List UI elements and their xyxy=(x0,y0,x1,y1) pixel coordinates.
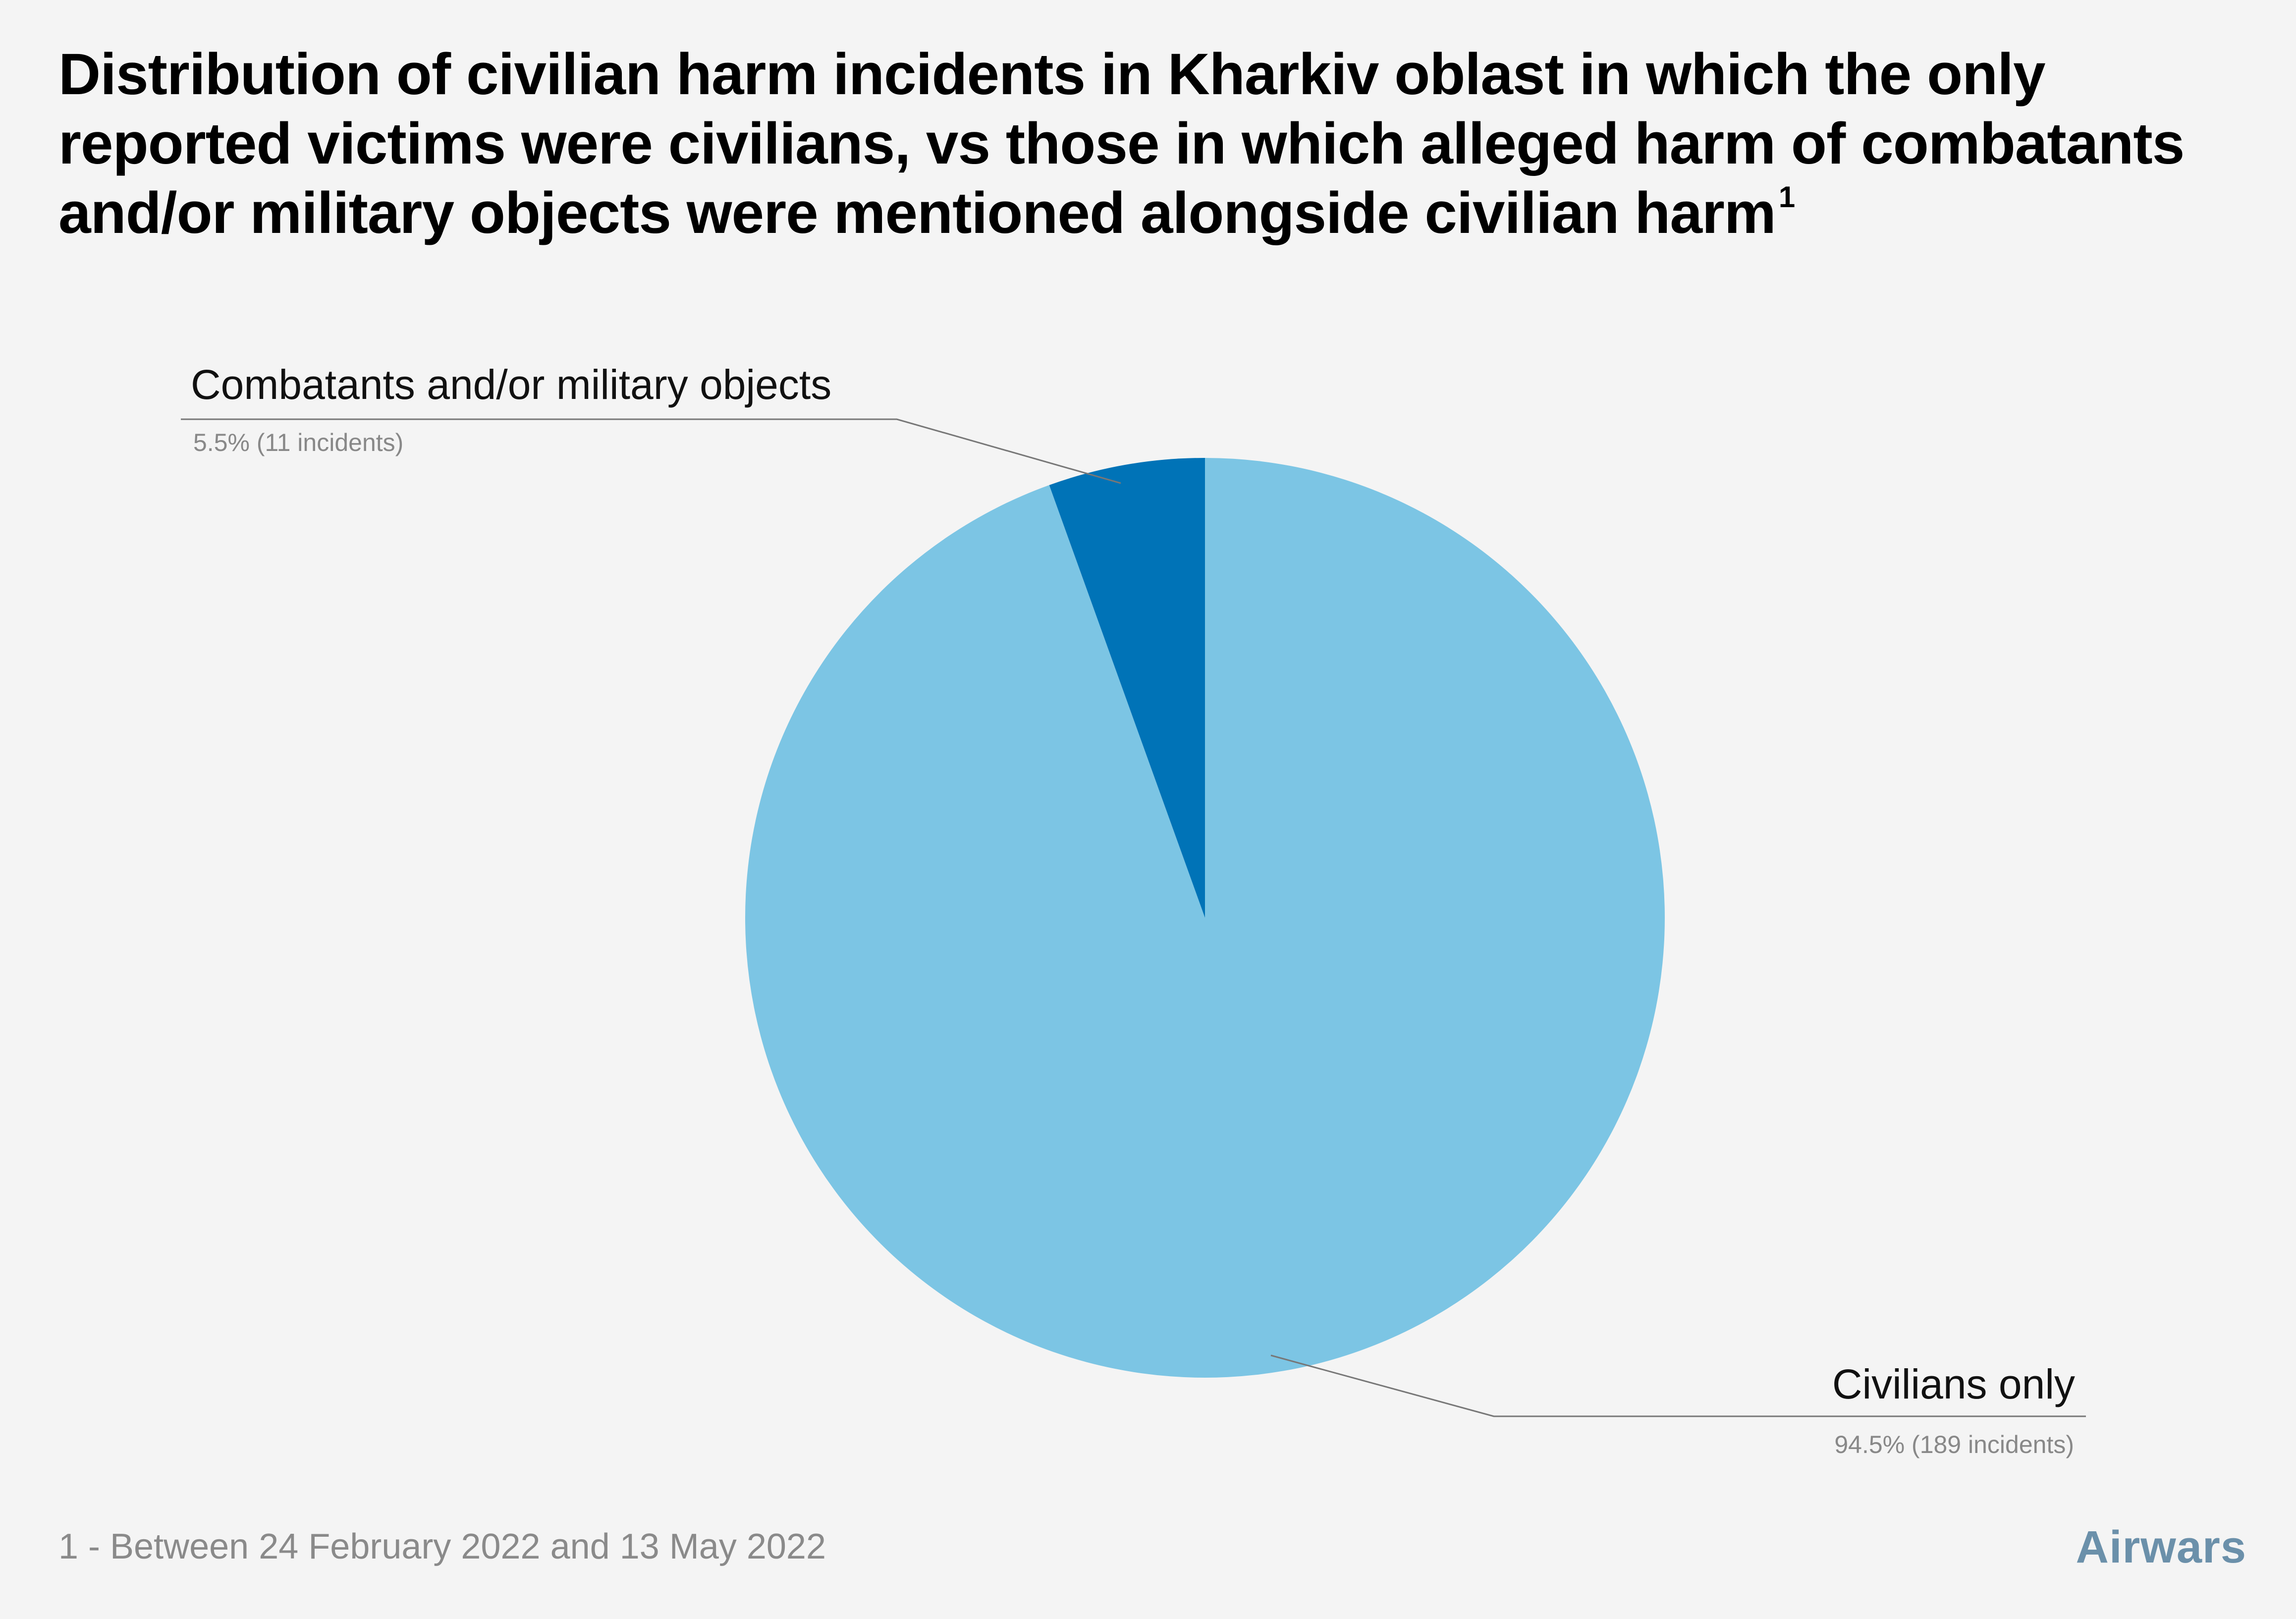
footnote: 1 - Between 24 February 2022 and 13 May … xyxy=(58,1527,826,1566)
leader-line-combatants xyxy=(181,418,1121,484)
chart-title-text: Distribution of civilian harm incidents … xyxy=(58,42,2185,246)
title-footnote-marker: 1 xyxy=(1778,180,1795,214)
brand-logo: Airwars xyxy=(2076,1522,2246,1572)
leader-line-civilians xyxy=(1270,1354,2086,1417)
pie-slice-combatants xyxy=(1049,458,1205,918)
pie-slice-civilians xyxy=(745,458,1665,1378)
slice-detail-combatants: 5.5% (11 incidents) xyxy=(193,429,403,456)
chart-title: Distribution of civilian harm incidents … xyxy=(58,40,2239,248)
slice-label-civilians: Civilians only xyxy=(1832,1361,2075,1407)
slice-label-combatants: Combatants and/or military objects xyxy=(191,361,831,408)
slice-detail-civilians: 94.5% (189 incidents) xyxy=(1834,1431,2074,1458)
